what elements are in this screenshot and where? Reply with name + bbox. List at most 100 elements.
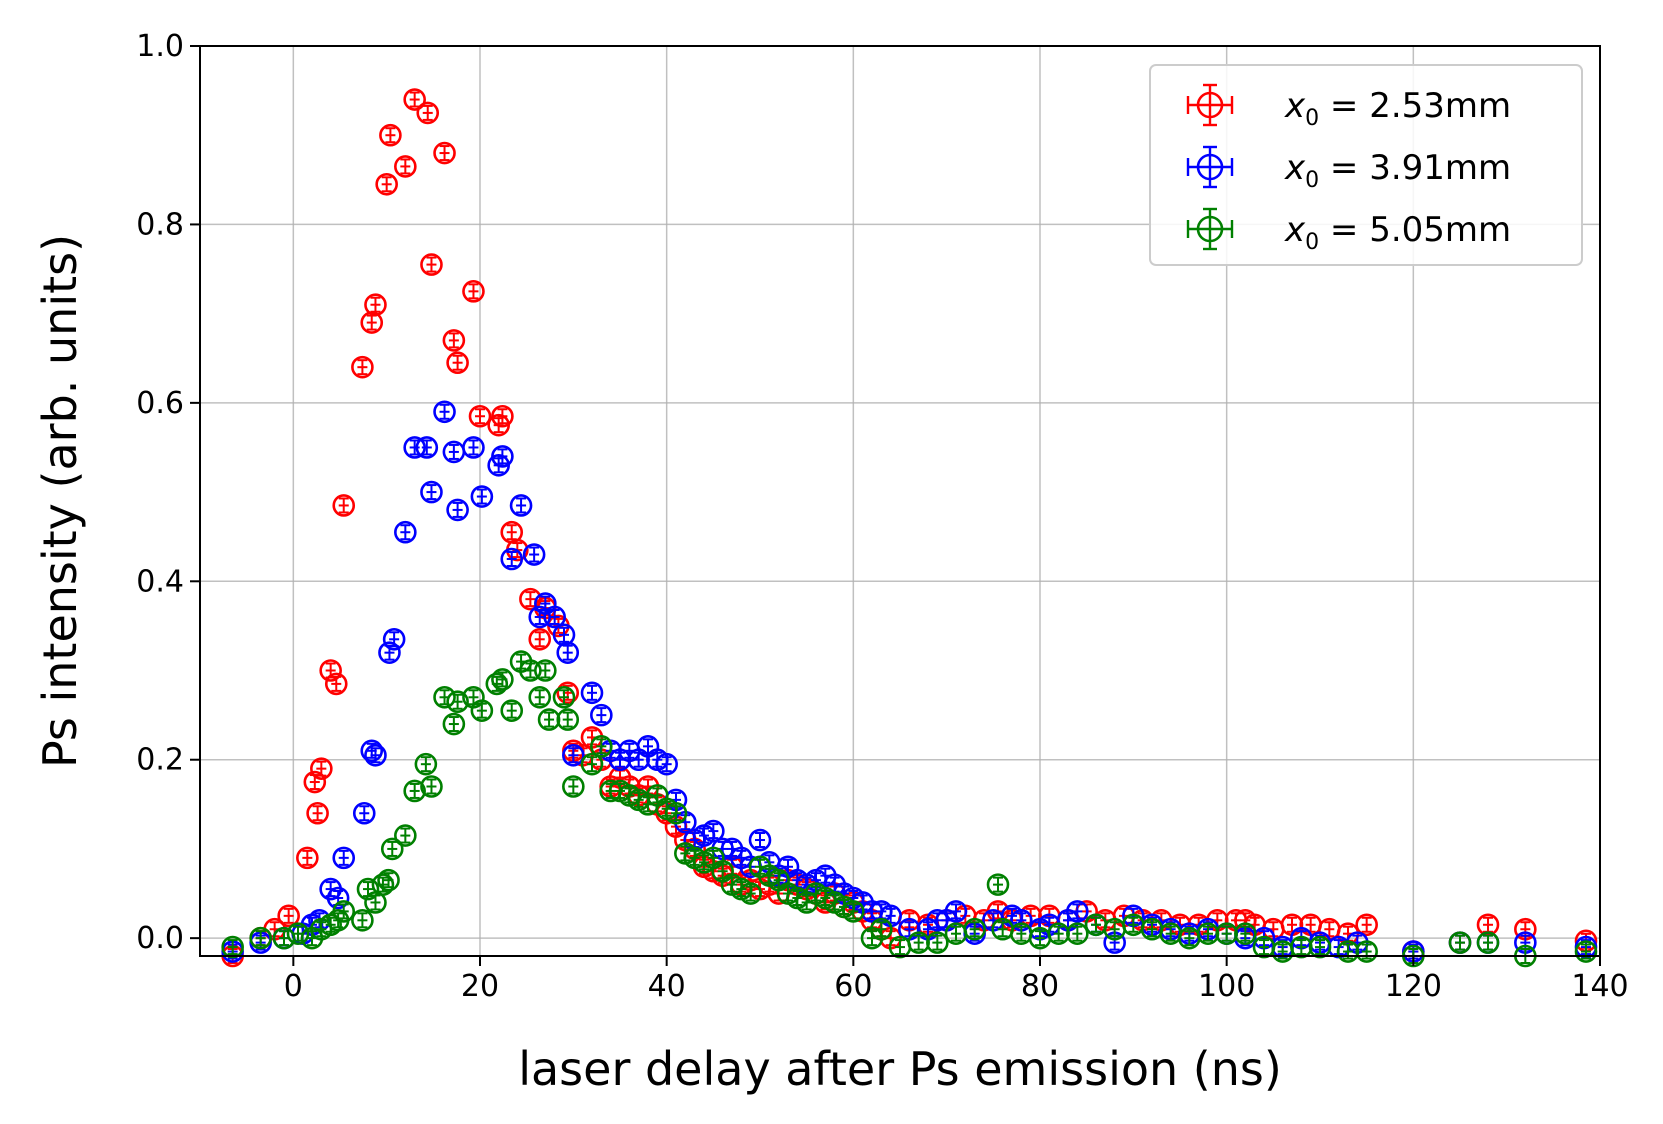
data-point: [1196, 922, 1220, 945]
marker-circle: [963, 917, 986, 941]
marker-circle: [528, 627, 552, 651]
data-point: [556, 708, 580, 731]
data-point: [500, 547, 524, 571]
data-point: [403, 88, 426, 111]
marker-circle: [944, 900, 968, 923]
data-point: [462, 436, 485, 459]
marker-circle: [580, 752, 604, 776]
legend-marker: [1196, 215, 1224, 243]
marker-circle: [468, 404, 492, 428]
x-tick-label: 100: [1198, 969, 1255, 1004]
marker-circle: [377, 868, 400, 892]
data-point: [416, 101, 440, 125]
marker-circle: [655, 752, 678, 776]
data-point: [1252, 935, 1276, 959]
data-point: [420, 480, 443, 504]
y-tick-label: 0.0: [136, 921, 184, 956]
data-point: [491, 404, 514, 428]
data-point: [562, 743, 585, 767]
marker-circle: [356, 877, 380, 901]
data-point: [446, 351, 469, 375]
marker-circle: [332, 900, 356, 923]
x-tick-label: 20: [461, 969, 499, 1004]
x-tick-label: 40: [648, 969, 686, 1004]
marker-circle: [590, 703, 613, 727]
data-point: [394, 824, 417, 847]
marker-circle: [403, 88, 426, 111]
legend-var: x: [1284, 148, 1306, 188]
data-point: [702, 819, 725, 843]
legend-value: = 3.91mm: [1319, 148, 1511, 188]
marker-circle: [433, 400, 456, 424]
marker-circle: [1574, 940, 1598, 963]
marker-circle: [491, 668, 514, 691]
marker-circle: [907, 931, 930, 954]
data-point: [420, 775, 443, 798]
data-point: [1215, 922, 1238, 945]
data-point: [382, 627, 406, 651]
data-point: [1047, 922, 1070, 945]
data-point: [491, 445, 514, 468]
data-point: [522, 543, 546, 566]
marker-circle: [332, 494, 356, 517]
data-point: [1355, 940, 1378, 963]
data-points: [221, 88, 1598, 968]
marker-circle: [1066, 900, 1089, 923]
data-point: [319, 913, 342, 937]
marker-circle: [590, 735, 613, 758]
marker-circle: [324, 672, 348, 696]
marker-circle: [470, 699, 494, 722]
marker-circle: [310, 757, 333, 780]
data-point: [556, 641, 580, 664]
legend-var: x: [1284, 86, 1306, 126]
marker-circle: [562, 775, 585, 798]
marker-circle: [332, 846, 356, 870]
data-point: [442, 329, 466, 352]
y-tick-label: 1.0: [136, 29, 184, 64]
data-point: [552, 685, 576, 709]
marker-circle: [296, 846, 319, 870]
data-point: [1066, 900, 1089, 923]
data-point: [286, 922, 310, 945]
data-point: [277, 904, 300, 928]
x-tick-label: 120: [1385, 969, 1442, 1004]
marker-circle: [446, 498, 469, 522]
data-point: [748, 828, 772, 852]
data-point: [528, 685, 552, 709]
legend-label: x0 = 2.53mm: [1284, 86, 1511, 131]
marker-circle: [1066, 922, 1089, 945]
data-point: [415, 436, 439, 459]
data-point: [332, 900, 356, 923]
data-point: [655, 752, 678, 776]
data-point: [364, 743, 387, 767]
axis-ticks: 0 20 40 60 80 100 120 140 0.0 0.2 0.4 0.6 0.8 1.0: [136, 29, 1628, 1004]
legend-entry-1: x0 = 3.91mm: [1186, 145, 1511, 193]
data-point: [590, 703, 613, 727]
marker-circle: [414, 752, 438, 776]
marker-circle: [986, 873, 1010, 896]
data-point: [491, 668, 514, 691]
data-point: [590, 735, 613, 758]
x-tick-label: 0: [284, 969, 303, 1004]
marker-circle: [221, 935, 244, 959]
data-point: [420, 253, 443, 276]
marker-circle: [433, 141, 456, 165]
marker-circle: [403, 779, 426, 803]
legend-subscript: 0: [1305, 106, 1319, 131]
data-point: [907, 931, 930, 954]
marker-circle: [528, 685, 552, 709]
data-point: [394, 155, 417, 178]
data-point: [1290, 935, 1313, 959]
data-point: [944, 900, 968, 923]
marker-circle: [534, 659, 557, 682]
marker-circle: [491, 445, 514, 468]
marker-circle: [580, 681, 604, 705]
marker-circle: [433, 685, 456, 709]
marker-circle: [1308, 935, 1332, 959]
legend-box: [1149, 64, 1583, 266]
marker-circle: [364, 293, 387, 317]
marker-circle: [1336, 940, 1360, 963]
x-tick-label: 80: [1021, 969, 1059, 1004]
data-point: [272, 926, 296, 950]
marker-circle: [664, 801, 688, 825]
